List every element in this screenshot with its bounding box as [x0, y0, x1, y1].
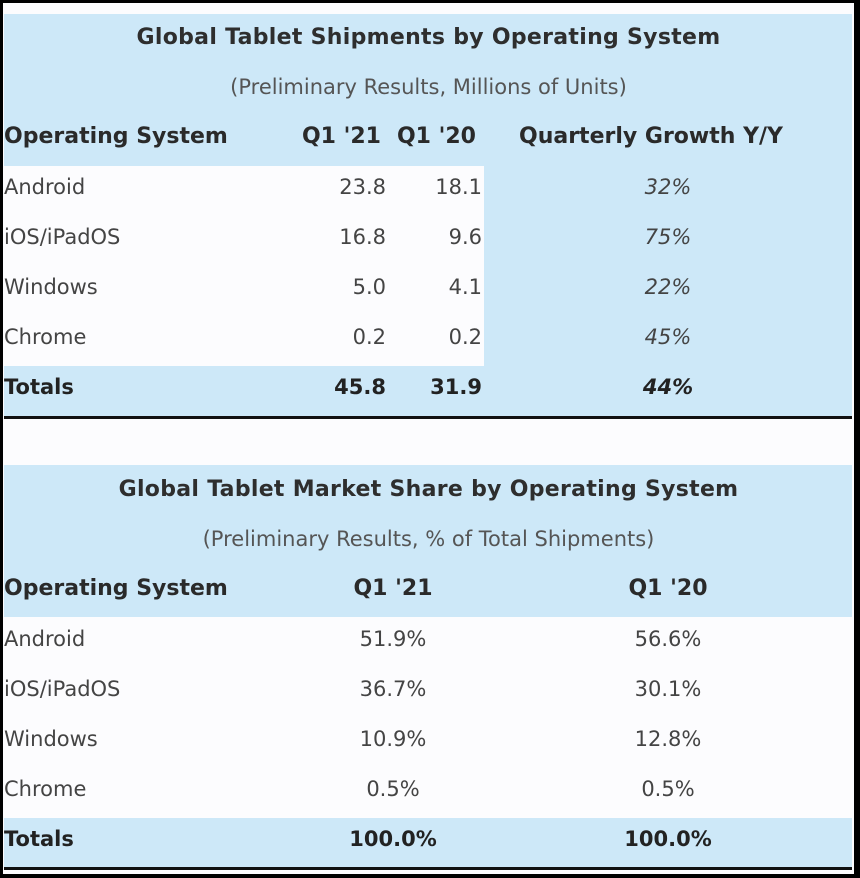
q1-21-share: 51.9%: [359, 627, 427, 651]
growth-value: 32%: [644, 175, 692, 199]
table1-growth-column-band: [484, 166, 852, 366]
table1-totals-band: [4, 366, 852, 416]
q1-21-share: 36.7%: [359, 677, 427, 701]
table1-title: Global Tablet Shipments by Operating Sys…: [136, 25, 721, 50]
totals-label: Totals: [4, 827, 74, 851]
growth-value: 22%: [644, 275, 692, 299]
os-name: Android: [4, 627, 86, 651]
os-name: iOS/iPadOS: [4, 225, 121, 249]
totals-q1-20: 100.0%: [624, 827, 712, 851]
table1-header-growth: Quarterly Growth Y/Y: [519, 124, 783, 149]
os-name: Windows: [4, 275, 98, 299]
totals-growth: 44%: [642, 375, 694, 399]
table1-header-os: Operating System: [4, 124, 228, 149]
table2-header-band: [4, 465, 852, 617]
totals-q1-21: 100.0%: [349, 827, 437, 851]
table1-header-q1-20: Q1 '20: [396, 124, 476, 149]
q1-20-share: 12.8%: [634, 727, 702, 751]
table1-header-q1-21: Q1 '21: [301, 124, 381, 149]
os-name: Android: [4, 175, 86, 199]
table2-title: Global Tablet Market Share by Operating …: [118, 477, 739, 502]
table2-totals-band: [4, 818, 852, 868]
q1-21-value: 23.8: [339, 175, 386, 199]
os-name: iOS/iPadOS: [4, 677, 121, 701]
q1-21-value: 16.8: [339, 225, 386, 249]
q1-21-share: 10.9%: [359, 727, 427, 751]
table2-bottom-rule: [4, 867, 852, 870]
growth-value: 75%: [644, 225, 692, 249]
totals-q1-21: 45.8: [334, 375, 386, 399]
q1-20-value: 18.1: [435, 175, 482, 199]
q1-20-share: 0.5%: [641, 777, 695, 801]
table1-bottom-rule: [4, 416, 852, 419]
os-name: Windows: [4, 727, 98, 751]
q1-20-value: 0.2: [448, 325, 482, 349]
q1-20-value: 4.1: [448, 275, 482, 299]
table2-header-os: Operating System: [4, 576, 228, 601]
table2-header-q1-21: Q1 '21: [353, 576, 433, 601]
table1-header-band: [4, 14, 852, 166]
totals-q1-20: 31.9: [430, 375, 482, 399]
q1-20-share: 56.6%: [634, 627, 702, 651]
growth-value: 45%: [644, 325, 692, 349]
table2-header-q1-20: Q1 '20: [628, 576, 708, 601]
document-frame: Global Tablet Shipments by Operating Sys…: [3, 3, 854, 874]
os-name: Chrome: [4, 325, 87, 349]
q1-20-share: 30.1%: [634, 677, 702, 701]
totals-label: Totals: [4, 375, 74, 399]
table1-subtitle: (Preliminary Results, Millions of Units): [230, 75, 627, 99]
q1-21-value: 0.2: [352, 325, 386, 349]
os-name: Chrome: [4, 777, 87, 801]
table2-subtitle: (Preliminary Results, % of Total Shipmen…: [202, 527, 655, 551]
q1-21-share: 0.5%: [366, 777, 420, 801]
q1-21-value: 5.0: [352, 275, 386, 299]
q1-20-value: 9.6: [448, 225, 482, 249]
